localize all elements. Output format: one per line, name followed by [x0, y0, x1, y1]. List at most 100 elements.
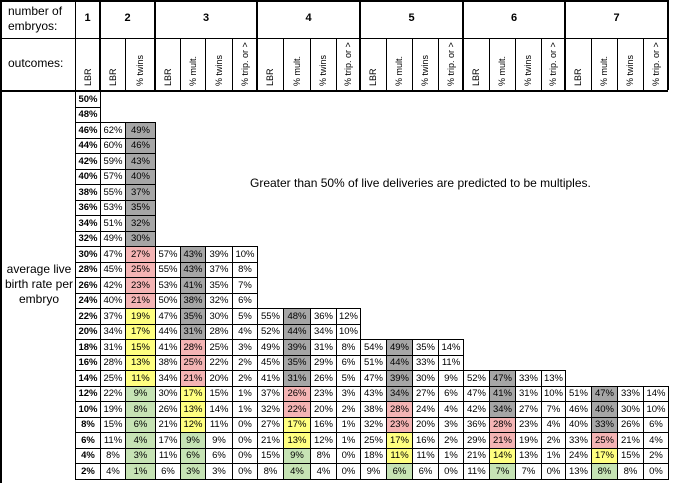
value-cell: 49% [257, 339, 284, 356]
border [0, 0, 668, 2]
value-cell: 1% [232, 401, 258, 418]
outcome-label: % mult. [187, 55, 198, 86]
value-cell: 60% [100, 137, 126, 154]
value-cell: 55% [155, 261, 181, 278]
value-cell: 17% [155, 432, 181, 449]
value-cell: 23% [125, 277, 156, 294]
value-cell: 1% [336, 432, 361, 449]
value-cell: 52% [463, 370, 490, 387]
value-cell: 16% [310, 416, 337, 433]
value-cell: 57% [100, 168, 126, 185]
outcome-label: LBR [368, 68, 378, 86]
value-cell: 1% [232, 385, 258, 402]
value-cell: 6% [125, 416, 156, 433]
value-cell: 6% [232, 292, 258, 309]
outcome-label: % mult. [394, 55, 404, 86]
border [564, 0, 566, 90]
rate-cell: 46% [75, 122, 101, 139]
value-cell: 31% [180, 323, 206, 340]
value-cell: 53% [100, 199, 126, 216]
border [283, 38, 284, 90]
rate-cell: 26% [75, 277, 101, 294]
value-cell: 41% [180, 277, 206, 294]
value-cell: 6% [643, 416, 669, 433]
group-number: 6 [510, 12, 518, 24]
group-number: 3 [202, 12, 210, 24]
border [205, 38, 206, 90]
value-cell: 29% [463, 432, 490, 449]
value-cell: 2% [438, 432, 464, 449]
value-cell: 1% [125, 463, 156, 480]
value-cell: 47% [100, 246, 126, 263]
value-cell: 62% [100, 122, 126, 139]
value-cell: 37% [100, 308, 126, 325]
rate-cell: 42% [75, 153, 101, 170]
value-cell: 35% [205, 277, 233, 294]
value-cell: 7% [232, 277, 258, 294]
value-cell: 11% [100, 432, 126, 449]
value-cell: 5% [336, 370, 361, 387]
outcome-label: LBR [471, 68, 481, 86]
rate-cell: 16% [75, 354, 101, 371]
value-cell: 54% [360, 339, 387, 356]
value-cell: 12% [310, 432, 337, 449]
value-cell: 30% [617, 401, 644, 418]
value-cell: 2% [541, 432, 566, 449]
value-cell: 59% [100, 153, 126, 170]
value-cell: 41% [257, 370, 284, 387]
outcome-label: % mult. [291, 55, 302, 86]
value-cell: 51% [565, 385, 592, 402]
value-cell: 21% [257, 432, 284, 449]
value-cell: 55% [257, 308, 284, 325]
value-cell: 9% [438, 370, 464, 387]
outcomes-label: outcomes: [8, 56, 64, 70]
value-cell: 4% [438, 401, 464, 418]
value-cell: 30% [205, 308, 233, 325]
outcome-label: % trip. or > [650, 42, 661, 86]
value-cell: 47% [463, 385, 490, 402]
value-cell: 7% [489, 463, 516, 480]
rate-cell: 30% [75, 246, 101, 263]
value-cell: 10% [541, 385, 566, 402]
value-cell: 15% [257, 447, 284, 464]
value-cell: 3% [205, 463, 233, 480]
value-cell: 32% [257, 401, 284, 418]
value-cell: 38% [155, 354, 181, 371]
value-cell: 0% [438, 463, 464, 480]
rate-cell: 2% [75, 463, 101, 480]
value-cell: 45% [257, 354, 284, 371]
value-cell: 0% [336, 463, 361, 480]
value-cell: 36% [463, 416, 490, 433]
value-cell: 14% [205, 401, 233, 418]
value-cell: 28% [100, 354, 126, 371]
value-cell: 3% [438, 416, 464, 433]
value-cell: 8% [336, 339, 361, 356]
value-cell: 49% [386, 339, 413, 356]
group-number: 5 [408, 12, 415, 24]
value-cell: 32% [205, 292, 233, 309]
value-cell: 41% [155, 339, 181, 356]
rate-cell: 6% [75, 432, 101, 449]
value-cell: 28% [180, 339, 206, 356]
value-cell: 23% [515, 416, 542, 433]
value-cell: 9% [360, 463, 387, 480]
value-cell: 26% [310, 370, 337, 387]
value-cell: 11% [205, 416, 233, 433]
group-number: 1 [84, 12, 91, 24]
value-cell: 7% [541, 401, 566, 418]
value-cell: 18% [360, 447, 387, 464]
value-cell: 21% [125, 292, 156, 309]
value-cell: 6% [336, 354, 361, 371]
value-cell: 28% [205, 323, 233, 340]
value-cell: 17% [125, 323, 156, 340]
value-cell: 5% [232, 308, 258, 325]
value-cell: 4% [100, 463, 126, 480]
value-cell: 23% [386, 416, 413, 433]
value-cell: 40% [591, 401, 618, 418]
value-cell: 21% [180, 370, 206, 387]
value-cell: 12% [180, 416, 206, 433]
value-cell: 52% [257, 323, 284, 340]
value-cell: 38% [180, 292, 206, 309]
value-cell: 11% [386, 447, 413, 464]
